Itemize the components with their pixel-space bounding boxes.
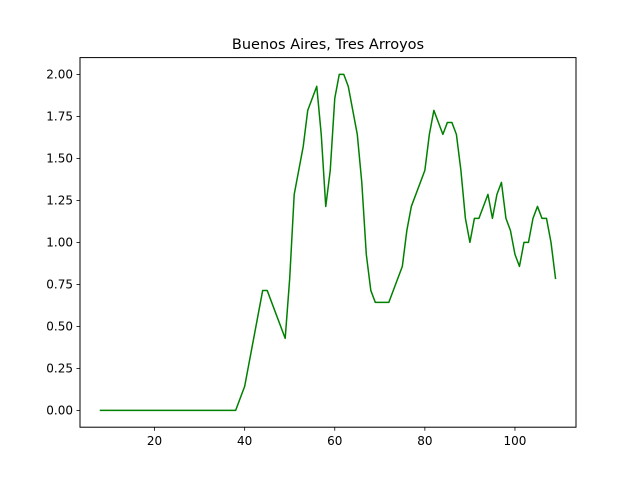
series-line-0	[99, 73, 557, 412]
y-axis: 0.00 0.25 0.50 0.75 1.00 1.25 1.50 1.75 2.00	[46, 68, 80, 418]
y-tick-label: 0.00	[46, 404, 73, 418]
x-tick-label: 40	[237, 434, 252, 448]
plot-area	[99, 73, 557, 412]
x-tick-label: 20	[147, 434, 162, 448]
y-tick-label: 1.50	[46, 152, 73, 166]
y-tick-label: 1.75	[46, 110, 73, 124]
x-axis: 20 40 60 80 100	[147, 427, 526, 448]
y-tick-label: 0.25	[46, 362, 73, 376]
chart-title: Buenos Aires, Tres Arroyos	[232, 37, 424, 53]
x-tick-label: 100	[504, 434, 527, 448]
y-tick-label: 0.75	[46, 278, 73, 292]
axes-frame	[79, 57, 577, 428]
y-tick-label: 1.00	[46, 236, 73, 250]
y-tick-label: 2.00	[46, 68, 73, 82]
y-tick-label: 0.50	[46, 320, 73, 334]
x-tick-label: 60	[327, 434, 342, 448]
x-tick-label: 80	[417, 434, 432, 448]
y-tick-label: 1.25	[46, 194, 73, 208]
